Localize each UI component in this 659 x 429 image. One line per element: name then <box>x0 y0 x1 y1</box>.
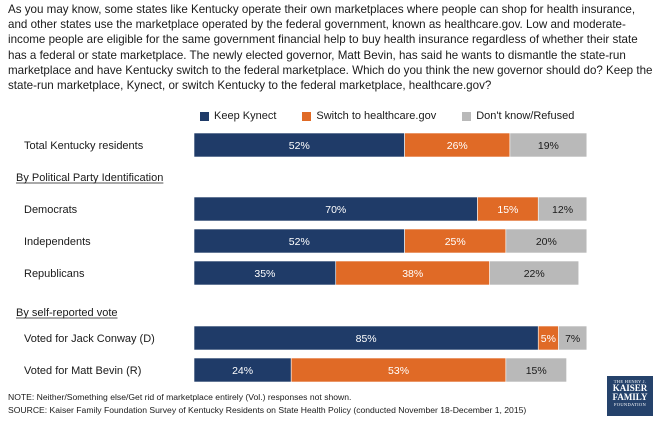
data-label-voted-for-matt-bevin-r-switch-to-healthcare-gov: 53% <box>388 365 409 377</box>
bar-total-kentucky-residents-switch-to-healthcare-gov <box>404 132 511 158</box>
data-label-republicans-switch-to-healthcare-gov: 38% <box>402 268 423 280</box>
data-label-voted-for-matt-bevin-r-don-t-know-refused: 15% <box>526 365 547 377</box>
bar-voted-for-matt-bevin-r-keep-kynect <box>193 357 292 383</box>
bar-voted-for-jack-conway-d-keep-kynect <box>193 325 539 351</box>
data-label-democrats-keep-kynect: 70% <box>325 204 346 216</box>
bar-republicans-switch-to-healthcare-gov <box>335 260 490 286</box>
data-label-democrats-switch-to-healthcare-gov: 15% <box>497 204 518 216</box>
stacked-bar-chart: Total Kentucky residents 52% 26% 19% By Poli… <box>16 132 588 383</box>
footer-source: SOURCE: Kaiser Family Foundation Survey … <box>8 404 527 415</box>
data-label-independents-keep-kynect: 52% <box>289 236 310 248</box>
row-label-independents: Independents <box>24 236 91 248</box>
legend-swatch-switch <box>302 111 312 121</box>
legend-label-keep: Keep Kynect <box>214 110 277 122</box>
row-label-democrats: Democrats <box>24 204 78 216</box>
data-label-total-kentucky-residents-switch-to-healthcare-gov: 26% <box>447 140 468 152</box>
legend-label-switch: Switch to healthcare.gov <box>316 110 437 122</box>
data-label-democrats-don-t-know-refused: 12% <box>552 204 573 216</box>
logo-line-2: KAISER <box>612 383 648 393</box>
legend-label-dontknow: Don't know/Refused <box>476 110 575 122</box>
bar-total-kentucky-residents-don-t-know-refused <box>509 132 588 158</box>
logo-line-4: FOUNDATION <box>614 402 646 407</box>
legend-item-dontknow: Don't know/Refused <box>462 110 574 122</box>
data-label-republicans-don-t-know-refused: 22% <box>524 268 545 280</box>
bar-voted-for-matt-bevin-r-switch-to-healthcare-gov <box>290 357 507 383</box>
footer-note: NOTE: Neither/Something else/Get rid of … <box>8 392 352 402</box>
bar-republicans-keep-kynect <box>193 260 337 286</box>
group-heading-by-self-reported-vote: By self-reported vote <box>16 307 118 319</box>
logo-line-1: THE HENRY J. <box>613 379 647 384</box>
data-label-independents-don-t-know-refused: 20% <box>536 236 557 248</box>
bar-democrats-don-t-know-refused <box>537 196 588 222</box>
row-label-voted-for-jack-conway-d: Voted for Jack Conway (D) <box>24 333 155 345</box>
bar-independents-switch-to-healthcare-gov <box>404 228 507 254</box>
data-label-republicans-keep-kynect: 35% <box>254 268 275 280</box>
kff-logo: THE HENRY J. KAISER FAMILY FOUNDATION <box>607 376 653 416</box>
logo-line-3: FAMILY <box>612 392 648 402</box>
data-label-voted-for-jack-conway-d-don-t-know-refused: 7% <box>565 333 580 345</box>
row-label-republicans: Republicans <box>24 268 85 280</box>
chart-legend: Keep Kynect Switch to healthcare.gov Don… <box>200 110 574 122</box>
data-label-voted-for-matt-bevin-r-keep-kynect: 24% <box>232 365 253 377</box>
chart-footer: NOTE: Neither/Something else/Get rid of … <box>8 391 526 416</box>
data-label-independents-switch-to-healthcare-gov: 25% <box>445 236 466 248</box>
data-label-total-kentucky-residents-don-t-know-refused: 19% <box>538 140 559 152</box>
legend-swatch-keep <box>200 111 209 121</box>
bar-voted-for-jack-conway-d-don-t-know-refused <box>558 325 588 351</box>
bar-independents-keep-kynect <box>193 228 405 254</box>
legend-item-keep: Keep Kynect <box>200 110 276 122</box>
data-label-total-kentucky-residents-keep-kynect: 52% <box>289 140 310 152</box>
group-heading-by-political-party-identification: By Political Party Identification <box>16 172 163 184</box>
data-label-voted-for-jack-conway-d-keep-kynect: 85% <box>356 333 377 345</box>
row-label-total-kentucky-residents: Total Kentucky residents <box>24 140 144 152</box>
legend-swatch-dontknow <box>462 111 472 121</box>
legend-item-switch: Switch to healthcare.gov <box>302 110 436 122</box>
bar-total-kentucky-residents-keep-kynect <box>193 132 405 158</box>
data-label-voted-for-jack-conway-d-switch-to-healthcare-gov: 5% <box>541 333 556 345</box>
row-label-voted-for-matt-bevin-r: Voted for Matt Bevin (R) <box>24 365 141 377</box>
bar-voted-for-matt-bevin-r-don-t-know-refused <box>505 357 567 383</box>
bar-independents-don-t-know-refused <box>505 228 588 254</box>
bar-republicans-don-t-know-refused <box>489 260 580 286</box>
question-text: As you may know, some states like Kentuc… <box>8 3 653 93</box>
